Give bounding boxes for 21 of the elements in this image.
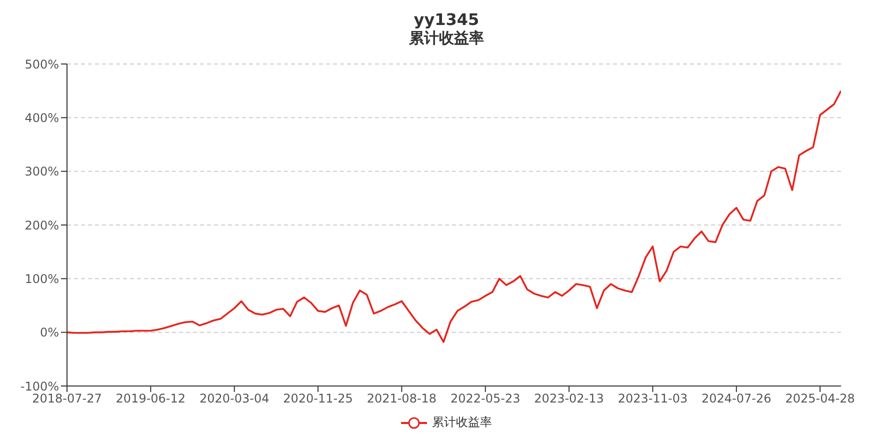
- y-tick-label: 500%: [24, 57, 59, 72]
- x-tick-label: 2025-04-28: [785, 392, 855, 406]
- y-tick-label: 300%: [24, 164, 59, 179]
- x-tick-label: 2018-07-27: [32, 392, 102, 406]
- y-tick-label: 400%: [24, 110, 59, 125]
- x-tick-label: 2024-07-26: [702, 392, 772, 406]
- chart-subtitle: 累计收益率: [408, 29, 485, 48]
- y-tick-label: -100%: [20, 379, 59, 394]
- x-tick-label: 2020-11-25: [283, 392, 353, 406]
- x-tick-label: 2020-03-04: [199, 392, 270, 406]
- chart-title: yy1345: [412, 10, 480, 29]
- y-tick-label: 100%: [24, 272, 59, 286]
- legend-label: 累计收益率: [432, 414, 492, 431]
- x-tick-label: 2019-06-12: [116, 392, 186, 406]
- y-tick-label: 0%: [40, 326, 59, 340]
- y-tick-label: 200%: [24, 218, 59, 232]
- line-series: [67, 90, 841, 343]
- x-tick-label: 2023-11-03: [618, 392, 688, 406]
- x-tick-label: 2021-08-18: [366, 392, 437, 406]
- x-tick-label: 2022-05-23: [450, 392, 520, 406]
- x-tick-label: 2023-02-13: [534, 392, 604, 406]
